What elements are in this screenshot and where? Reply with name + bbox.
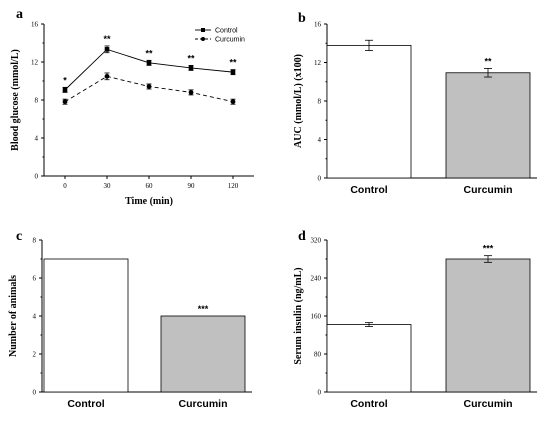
significance-a: *	[63, 75, 67, 85]
y-tick-label-d: 0	[318, 389, 322, 397]
x-tick-label-a: 90	[188, 182, 196, 190]
y-tick-label-c: 8	[33, 237, 37, 245]
point-curcumin	[62, 99, 68, 105]
legend-marker-curcumin	[201, 37, 205, 41]
bar-d-curcumin	[445, 258, 531, 393]
bar-b-curcumin	[445, 72, 531, 179]
y-tick-label-a: 4	[35, 135, 39, 143]
category-label-b-curcumin: Curcumin	[463, 184, 512, 196]
y-tick-label-a: 12	[31, 59, 39, 67]
category-label-c-curcumin: Curcumin	[178, 398, 227, 410]
y-tick-label-b: 16	[314, 21, 322, 29]
point-curcumin	[146, 84, 152, 89]
significance-a: **	[103, 34, 111, 44]
category-label-d-control: Control	[350, 398, 387, 410]
point-curcumin	[188, 90, 194, 95]
y-axis-label-b: AUC (mmol/L) (x100)	[293, 54, 304, 148]
y-tick-label-b: 4	[318, 136, 322, 144]
y-tick-label-b: 12	[314, 59, 322, 67]
y-axis-label-c: Number of animals	[8, 275, 19, 357]
bar-c-curcumin	[160, 315, 246, 393]
significance-d: ***	[483, 244, 494, 254]
y-tick-label-c: 4	[33, 313, 37, 321]
panel-label-b: b	[298, 11, 306, 26]
legend-marker-control	[201, 28, 205, 32]
point-curcumin	[104, 73, 110, 79]
point-control	[62, 87, 68, 93]
point-control	[146, 60, 152, 66]
significance-a: **	[229, 58, 237, 68]
y-tick-label-a: 8	[35, 97, 39, 105]
significance-a: **	[187, 53, 195, 63]
y-tick-label-a: 16	[31, 21, 39, 29]
x-tick-label-a: 0	[63, 182, 67, 190]
y-tick-label-c: 2	[33, 351, 37, 359]
category-label-c-control: Control	[67, 398, 104, 410]
y-tick-label-d: 160	[311, 313, 322, 321]
significance-b: **	[484, 56, 492, 66]
y-tick-label-b: 0	[318, 175, 322, 183]
legend-label-control: Control	[215, 28, 238, 35]
y-axis-label-a: Blood glucose (mmol/L)	[10, 49, 21, 151]
point-curcumin	[230, 99, 236, 105]
legend-label-curcumin: Curcumin	[215, 37, 245, 44]
panel-label-d: d	[298, 229, 306, 244]
x-tick-label-a: 30	[104, 182, 112, 190]
x-axis-label-a: Time (min)	[125, 196, 173, 207]
y-tick-label-c: 6	[33, 275, 37, 283]
y-tick-label-d: 320	[311, 237, 322, 245]
x-tick-label-a: 120	[228, 182, 239, 190]
bar-b-control	[326, 44, 412, 179]
point-control	[188, 65, 194, 71]
significance-c: ***	[198, 304, 209, 314]
category-label-b-control: Control	[350, 184, 387, 196]
significance-a: **	[145, 48, 153, 58]
bar-d-control	[326, 324, 412, 393]
point-control	[104, 47, 110, 52]
y-axis-label-d: Serum insulin (ng/mL)	[293, 267, 304, 364]
y-tick-label-c: 0	[33, 389, 37, 397]
y-tick-label-d: 240	[311, 275, 322, 283]
point-control	[230, 69, 236, 75]
bar-c-control	[43, 258, 129, 393]
y-tick-label-d: 80	[314, 351, 322, 359]
category-label-d-curcumin: Curcumin	[463, 398, 512, 410]
y-tick-label-a: 0	[35, 173, 39, 181]
y-tick-label-b: 8	[318, 98, 322, 106]
panel-label-c: c	[16, 229, 22, 244]
panel-label-a: a	[16, 7, 23, 22]
x-tick-label-a: 60	[146, 182, 154, 190]
